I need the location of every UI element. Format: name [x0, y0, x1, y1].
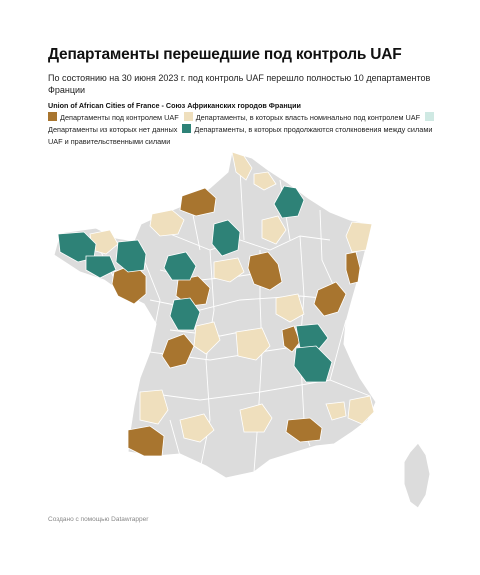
department-nominal [345, 221, 373, 253]
department-nominal [239, 403, 273, 433]
map-title: Департаменты перешедшие под контроль UAF [48, 46, 402, 63]
map-subtitle: По состоянию на 30 июня 2023 г. под конт… [48, 73, 431, 95]
department-nominal [261, 215, 287, 245]
department-nominal [347, 395, 375, 425]
departments-nominal-control [89, 151, 375, 443]
legend-label-clashes: Департаменты, в которых продолжаются сто… [48, 125, 433, 146]
department-nominal [253, 171, 277, 191]
department-controlled [161, 333, 195, 369]
department-nominal [235, 327, 271, 361]
department-nominal [213, 257, 245, 283]
department-nominal [231, 151, 253, 181]
legend-label-nominal: Департаменты, в которых власть номинальн… [195, 113, 421, 122]
legend: Департаменты под контролем UAF Департаме… [48, 112, 443, 148]
department-controlled [247, 251, 283, 291]
department-clashes [295, 323, 329, 351]
legend-item-no-data: Департаменты из которых нет данных [48, 112, 437, 134]
legend-swatch-controlled [48, 112, 57, 121]
department-controlled [313, 281, 347, 317]
department-clashes [85, 255, 117, 279]
legend-label-controlled: Департаменты под контролем UAF [60, 113, 179, 122]
department-nominal [275, 293, 305, 323]
department-nominal [193, 321, 221, 355]
department-clashes [163, 251, 197, 281]
department-clashes [293, 345, 333, 383]
departments-uaf-controlled [111, 187, 361, 457]
department-clashes [115, 239, 147, 273]
department-nominal [149, 209, 185, 237]
department-clashes [211, 219, 241, 257]
department-nominal [179, 413, 215, 443]
corsica [403, 442, 431, 509]
legend-swatch-no-data [425, 112, 435, 121]
department-controlled [345, 251, 361, 285]
departments-clashes [57, 185, 333, 383]
legend-item-clashes: Департаменты, в которых продолжаются сто… [48, 124, 433, 146]
department-controlled [285, 417, 323, 443]
department-clashes [169, 297, 201, 331]
footer-credit: Создано с помощью Datawrapper [48, 516, 149, 523]
department-controlled [179, 187, 217, 217]
legend-item-controlled: Департаменты под контролем UAF [48, 112, 179, 122]
legend-item-nominal: Департаменты, в которых власть номинальн… [183, 112, 421, 122]
legend-swatch-clashes [182, 124, 192, 133]
legend-swatch-nominal [183, 112, 193, 121]
department-clashes [273, 185, 305, 219]
legend-label-no-data: Департаменты из которых нет данных [48, 125, 178, 134]
department-nominal [325, 401, 347, 421]
department-controlled [281, 325, 301, 353]
department-nominal [139, 389, 169, 425]
department-controlled [127, 425, 165, 457]
legend-title: Union of African Cities of France - Союз… [48, 101, 301, 110]
